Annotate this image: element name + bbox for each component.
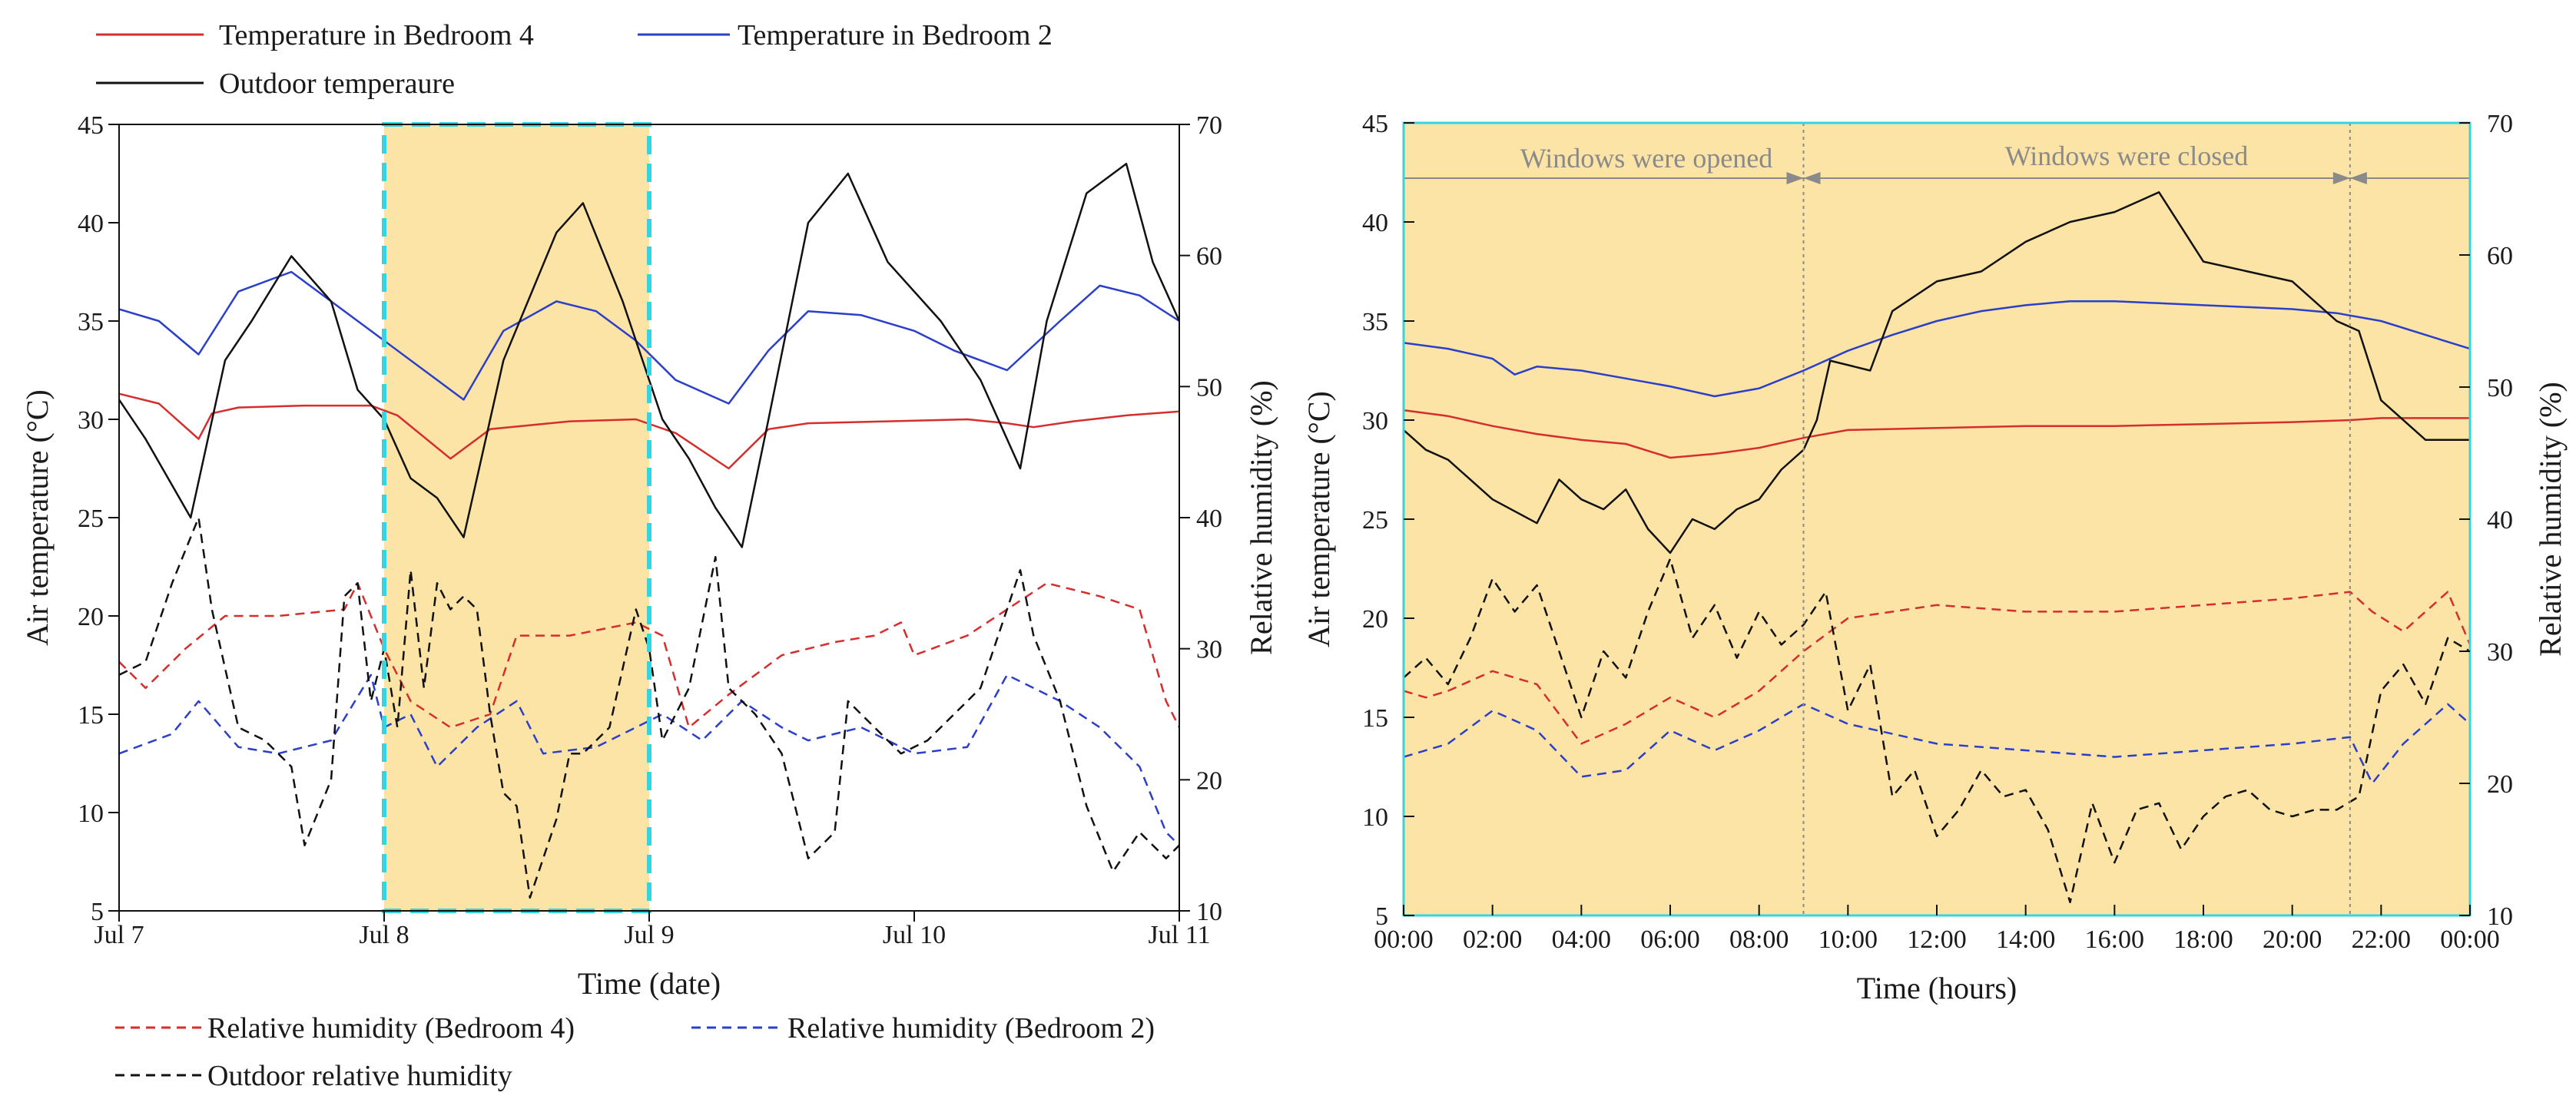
series-outdoor-temperaure-hourly: [1403, 191, 2470, 554]
legend-label-outdoor-rh: Outdoor relative humidity: [207, 1060, 512, 1092]
y2-tick-label: 10: [2487, 902, 2513, 931]
y-tick-label: 30: [1362, 407, 1388, 435]
x-tick-label: 16:00: [2085, 925, 2144, 954]
x-tick-label: Jul 9: [624, 921, 674, 949]
x-tick-label: 04:00: [1552, 925, 1611, 954]
x-tick-label: 06:00: [1640, 925, 1699, 954]
chart-right: Windows were opened Windows were closed …: [1301, 110, 2568, 1005]
y-tick-label: 35: [1362, 308, 1388, 336]
annotation-windows-closed: Windows were closed: [2005, 141, 2248, 171]
x-tick-label: 20:00: [2263, 925, 2322, 954]
y-tick-label: 25: [78, 505, 104, 533]
axes-right: 00:00 02:00 04:00 06:00 08:00 10:00 12:00 14:00…: [1362, 110, 2513, 954]
y2-tick-label: 60: [1196, 243, 1222, 271]
y-tick-label: 45: [1362, 110, 1388, 138]
y2-tick-label: 70: [1196, 111, 1222, 140]
y-tick-label: 10: [1362, 803, 1388, 832]
y-tick-label: 5: [1375, 902, 1388, 931]
series-outdoor-relative-humidity-hourly: [1403, 558, 2471, 904]
y2-tick-label: 30: [1196, 636, 1222, 664]
y-tick-label: 15: [1362, 704, 1388, 733]
x-tick-label: 18:00: [2173, 925, 2233, 954]
y-tick-label: 20: [78, 603, 104, 631]
window-period-arrows: [1404, 172, 2470, 184]
y2-tick-label: 20: [1196, 766, 1222, 795]
y2-tick-label: 50: [2487, 374, 2513, 402]
y-axis-title-right: Air temperature (°C): [1301, 391, 1336, 647]
y-tick-label: 40: [78, 210, 104, 238]
series-relative-humidity-bedroom-4-daily: [118, 582, 1181, 729]
x-tick-label: Jul 8: [359, 921, 409, 949]
y2-tick-label: 40: [1196, 505, 1222, 533]
legend-label-temp-bedroom2: Temperature in Bedroom 2: [738, 19, 1053, 51]
x-tick-label: Jul 10: [883, 921, 946, 949]
legend-label-rh-bedroom2: Relative humidity (Bedroom 2): [787, 1012, 1155, 1044]
y2-tick-label: 20: [2487, 770, 2513, 799]
y-axis-title-left: Air temperature (°C): [20, 389, 55, 646]
x-tick-label: 10:00: [1818, 925, 1878, 954]
series-relative-humidity-bedroom-2-daily: [118, 674, 1180, 846]
x-tick-label: 22:00: [2352, 925, 2411, 954]
series-group-left: [118, 162, 1181, 899]
annotation-windows-opened: Windows were opened: [1520, 143, 1772, 174]
y2-tick-label: 10: [1196, 898, 1222, 926]
series-relative-humidity-bedroom-4-hourly: [1403, 591, 2472, 745]
arrowhead-closed-end: [2332, 172, 2350, 184]
y2-tick-label: 60: [2487, 242, 2513, 270]
y-tick-label: 25: [1362, 506, 1388, 535]
legend-top: Temperature in Bedroom 4 Temperature in …: [96, 19, 1053, 100]
y2-tick-label: 70: [2487, 110, 2513, 138]
series-temperature-in-bedroom-2-hourly: [1403, 300, 2471, 398]
x-tick-label: Jul 11: [1149, 921, 1211, 949]
x-axis-title-left: Time (date): [578, 966, 721, 1001]
chart-left: Jul 7 Jul 8 Jul 9 Jul 10 Jul 11 5 10 15 20 25 30 35…: [20, 111, 1278, 1001]
axes-left: Jul 7 Jul 8 Jul 9 Jul 10 Jul 11 5 10 15 20 25 30 35…: [78, 111, 1222, 949]
y2-axis-title-right: Relative humidity (%): [2533, 382, 2568, 657]
y2-tick-label: 50: [1196, 373, 1222, 402]
y-tick-label: 15: [78, 701, 104, 730]
series-temperature-in-bedroom-4-hourly: [1403, 409, 2470, 459]
y-tick-label: 45: [78, 111, 104, 140]
x-tick-label: 02:00: [1463, 925, 1522, 954]
y-tick-label: 5: [91, 898, 104, 926]
y-tick-label: 35: [78, 308, 104, 336]
y2-tick-label: 40: [2487, 506, 2513, 535]
series-temperature-in-bedroom-4-daily: [118, 392, 1180, 470]
x-tick-label: Jul 7: [94, 921, 144, 949]
plot-background-right: [1404, 123, 2470, 915]
series-relative-humidity-bedroom-2-hourly: [1403, 703, 2471, 785]
legend-bottom: Relative humidity (Bedroom 4) Relative h…: [115, 1012, 1155, 1092]
series-group-right: [1403, 191, 2472, 904]
y-tick-label: 20: [1362, 605, 1388, 634]
arrowhead-reopen-start: [2349, 172, 2367, 184]
y2-tick-label: 30: [2487, 638, 2513, 667]
highlight-region: [384, 124, 649, 911]
series-outdoor-relative-humidity-daily: [118, 516, 1180, 899]
x-tick-label: 12:00: [1907, 925, 1966, 954]
x-tick-label: 08:00: [1729, 925, 1789, 954]
x-axis-title-right: Time (hours): [1857, 971, 2017, 1005]
arrowhead-closed-start: [1803, 172, 1821, 184]
legend-label-rh-bedroom4: Relative humidity (Bedroom 4): [207, 1012, 575, 1044]
x-tick-label: 00:00: [1374, 925, 1433, 954]
series-outdoor-temperaure-daily: [118, 162, 1181, 548]
y-tick-label: 40: [1362, 209, 1388, 237]
arrowhead-open-end: [1786, 172, 1804, 184]
y-tick-label: 30: [78, 406, 104, 435]
y2-axis-title-left: Relative humidity (%): [1244, 380, 1278, 655]
legend-label-outdoor-temp: Outdoor temperaure: [219, 68, 455, 100]
x-tick-label: 00:00: [2440, 925, 2499, 954]
y-tick-label: 10: [78, 799, 104, 828]
x-tick-label: 14:00: [1996, 925, 2055, 954]
legend-label-temp-bedroom4: Temperature in Bedroom 4: [219, 19, 534, 51]
